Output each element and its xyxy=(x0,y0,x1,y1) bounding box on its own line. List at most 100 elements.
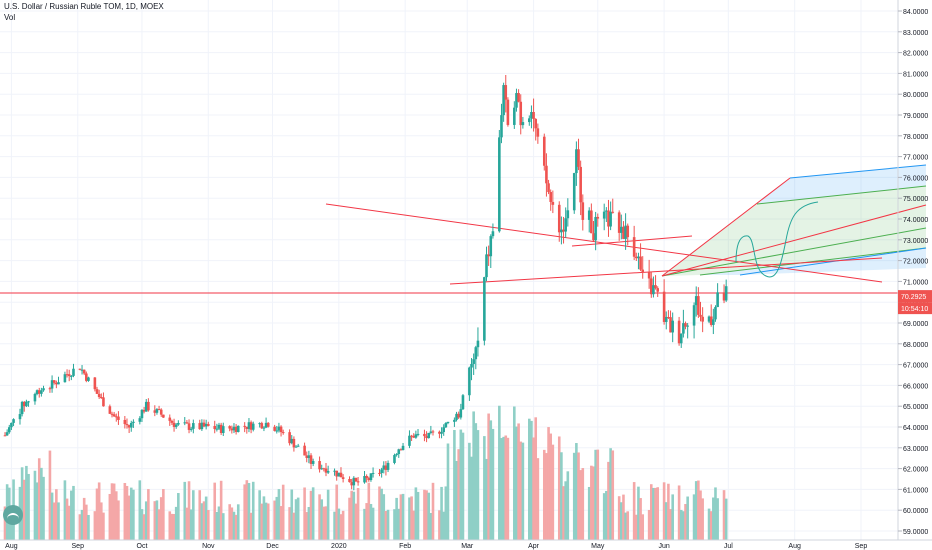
volume-bar xyxy=(596,449,600,540)
candle-body xyxy=(5,432,9,436)
candle-body xyxy=(369,473,373,481)
candle-body xyxy=(356,481,360,483)
candle-body xyxy=(517,93,520,102)
price-tick-label: 60.0000 xyxy=(903,508,928,515)
volume-bar xyxy=(65,498,69,540)
candle-body xyxy=(215,428,219,430)
candle-body xyxy=(453,419,456,422)
volume-bar xyxy=(468,442,471,540)
volume-bar xyxy=(170,513,174,540)
volume-bar xyxy=(592,466,595,540)
candle-body xyxy=(457,413,460,418)
candle-body xyxy=(528,118,531,123)
candle-body xyxy=(35,390,39,394)
volume-bar xyxy=(515,426,518,540)
volume-bar xyxy=(303,487,306,540)
price-tick-label: 81.0000 xyxy=(903,71,928,78)
price-tick-label: 77.0000 xyxy=(903,155,928,162)
volume-bar xyxy=(684,504,687,540)
time-tick-label: Oct xyxy=(137,543,148,550)
volume-bar xyxy=(215,511,219,540)
candle-body xyxy=(67,374,71,377)
candle-body xyxy=(380,469,383,474)
time-tick-label: Jun xyxy=(658,543,669,550)
candle-body xyxy=(140,409,144,419)
candle-body xyxy=(384,465,388,470)
candle-body xyxy=(202,422,206,427)
volume-bar xyxy=(326,489,330,540)
pitchfork-blue-fill xyxy=(757,165,926,204)
candle-body xyxy=(647,272,651,279)
candle-body xyxy=(549,192,552,202)
candle-body xyxy=(144,401,148,412)
candle-body xyxy=(87,377,90,381)
candle-body xyxy=(95,389,99,394)
volume-bar xyxy=(446,443,450,540)
volume-bar xyxy=(498,405,501,540)
volume-bar xyxy=(694,481,698,540)
volume-bar xyxy=(444,486,448,540)
candle-body xyxy=(506,99,510,125)
volume-bar xyxy=(416,491,420,540)
candle-body xyxy=(551,201,555,205)
volume-bar xyxy=(367,482,371,540)
volume-bar xyxy=(185,507,189,540)
volume-bar xyxy=(219,480,223,540)
time-tick-label: Sep xyxy=(855,543,868,550)
volume-bar xyxy=(236,504,240,540)
volume-bar xyxy=(52,502,56,540)
volume-bar xyxy=(183,481,187,540)
time-tick-label: May xyxy=(591,543,605,550)
volume-bar xyxy=(192,490,195,540)
candle-body xyxy=(532,111,535,119)
candle-body xyxy=(562,229,565,232)
candle-body xyxy=(275,430,279,432)
candle-body xyxy=(110,413,114,415)
volume-bar xyxy=(262,496,266,540)
pitchfork-drawing[interactable] xyxy=(661,164,927,277)
candle-body xyxy=(142,409,146,412)
candle-body xyxy=(521,122,525,126)
candle-body xyxy=(63,374,67,383)
candle-body xyxy=(724,286,728,301)
volume-bar xyxy=(542,449,546,540)
volume-bar xyxy=(560,452,563,540)
countdown-tag xyxy=(898,302,932,315)
candle-body xyxy=(622,226,625,239)
volume-bar xyxy=(380,488,383,540)
volume-bar xyxy=(662,482,666,540)
price-tick-label: 68.0000 xyxy=(903,342,928,349)
volume-bar xyxy=(335,484,338,540)
time-tick-label: Aug xyxy=(5,543,18,550)
volume-bar xyxy=(100,502,103,540)
candle-body xyxy=(587,210,591,220)
candle-body xyxy=(472,359,475,364)
volume-bar xyxy=(519,441,523,540)
candle-body xyxy=(654,285,657,289)
volume-bar xyxy=(281,484,285,540)
volume-bar xyxy=(528,418,531,540)
volume-bar xyxy=(365,503,368,540)
countdown-label: 10:54:10 xyxy=(901,306,928,313)
candle-body xyxy=(117,416,120,420)
volume-bar xyxy=(3,506,7,540)
drawings xyxy=(0,164,927,294)
candle-body xyxy=(162,414,165,418)
volume-bar xyxy=(412,510,416,540)
volume-bar xyxy=(440,486,443,540)
volume-bar xyxy=(279,506,283,540)
time-tick-label: Aug xyxy=(788,543,801,550)
volume-bar xyxy=(677,485,681,540)
tradingview-logo-icon[interactable] xyxy=(3,505,23,525)
candle-body xyxy=(386,462,390,470)
candle-body xyxy=(305,455,309,458)
volume-bar xyxy=(714,487,717,540)
price-axis: 59.0000 60.0000 61.0000 62.0000 63.0000 64.00… xyxy=(897,0,928,540)
candle-body xyxy=(590,210,593,234)
volume-bar xyxy=(521,442,525,540)
volume-bar xyxy=(277,489,281,540)
volume-bar xyxy=(637,486,640,540)
candle-body xyxy=(93,377,97,390)
time-tick-label: Dec xyxy=(266,543,279,550)
